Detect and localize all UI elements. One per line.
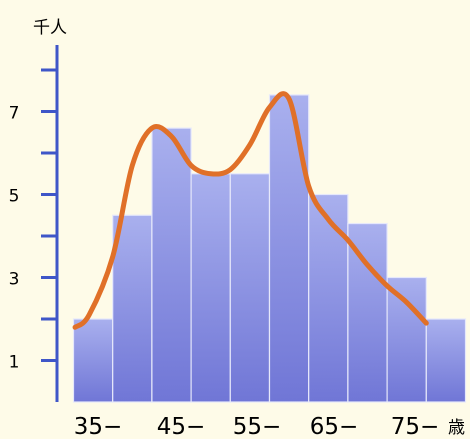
x-tick-label-1: 45− <box>157 414 206 439</box>
x-axis-unit: 歳 <box>448 418 465 438</box>
bar-70 <box>347 222 388 403</box>
bar-55 <box>229 173 271 403</box>
y-tick-label-5: 5 <box>9 187 20 207</box>
y-axis <box>41 45 59 402</box>
trend-curve <box>72 91 429 330</box>
y-tick-label-3: 3 <box>9 270 20 290</box>
y-tick-labels: 1 3 5 7 <box>9 104 20 373</box>
y-tick-label-7: 7 <box>9 104 20 124</box>
bar-80 <box>425 318 467 403</box>
bar-50 <box>190 173 231 403</box>
bar-45 <box>151 127 192 403</box>
y-tick-label-1: 1 <box>9 353 20 373</box>
x-tick-labels: 35− 45− 55− 65− 75− <box>74 414 440 439</box>
bar-75 <box>386 276 427 403</box>
x-tick-label-2: 55− <box>233 414 282 439</box>
bar-35 <box>72 318 114 403</box>
x-tick-label-0: 35− <box>74 414 123 439</box>
bar-group <box>72 94 467 403</box>
bar-65 <box>308 193 349 403</box>
x-tick-label-3: 65− <box>310 414 359 439</box>
bar-60 <box>268 94 310 403</box>
bar-40 <box>112 214 153 403</box>
x-tick-label-4: 75− <box>391 414 440 439</box>
y-axis-unit: 千人 <box>33 18 67 38</box>
